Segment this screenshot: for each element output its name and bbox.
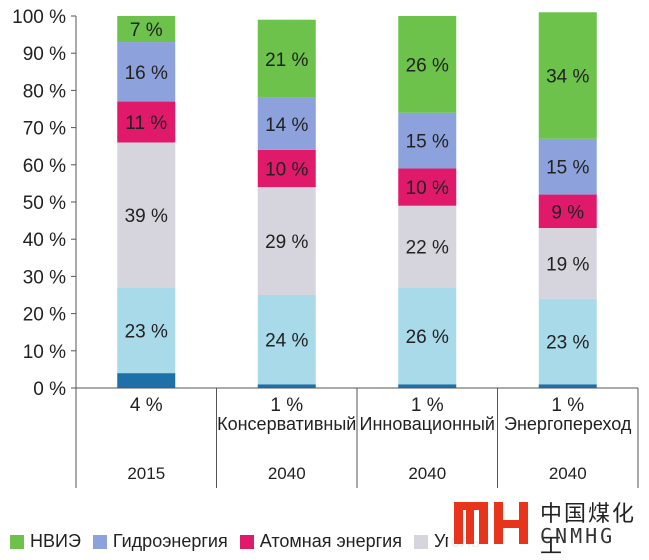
below-axis-value-label: 1 % [551, 395, 584, 416]
legend-swatch-renewables [10, 534, 24, 549]
segment-label: 23 % [546, 333, 589, 354]
stacked-bar-chart: 0 % 10 % 20 % 30 % 40 % 50 % 60 % 70 % 80 % 90 % 1… [12, 7, 639, 488]
y-tick-label: 70 % [23, 119, 66, 140]
segment-label: 26 % [406, 327, 449, 348]
bar-segment [538, 298, 597, 385]
watermark-chinese-text: 中国煤化工 [540, 502, 637, 559]
scenario-label: Консервативный [217, 414, 356, 434]
bar-segment [538, 384, 597, 388]
y-tick-label: 40 % [23, 230, 66, 251]
watermark: 中国煤化工 CNMHG [448, 492, 649, 559]
watermark-logo [454, 502, 528, 544]
bar-segment [257, 149, 316, 188]
segment-label: 9 % [551, 202, 584, 223]
bar-segment [398, 287, 457, 385]
bar-segment [538, 228, 597, 299]
y-tick-label: 10 % [23, 342, 66, 363]
y-axis-ticks [71, 15, 77, 389]
segment-label: 34 % [546, 67, 589, 88]
y-tick-label: 50 % [23, 193, 66, 214]
bar-segment [538, 194, 597, 229]
year-label: 2040 [268, 464, 306, 483]
bar-segment [257, 187, 316, 295]
segment-label: 19 % [546, 254, 589, 275]
segment-label: 15 % [546, 158, 589, 179]
segment-labels: 23 % 39 % 11 % 16 % 7 % 24 % 29 % 10 % 14 % 21 % 2… [125, 20, 590, 353]
below-axis-value-label: 1 % [270, 395, 303, 416]
legend-swatch-coal [414, 534, 428, 549]
bar-segment [257, 19, 316, 98]
year-label: 2040 [408, 464, 446, 483]
bar-segment [398, 16, 457, 113]
bar-segment [117, 142, 176, 288]
bar-segment [398, 205, 457, 288]
segment-label: 11 % [125, 113, 167, 134]
legend-item-nuclear: Атомная энергия [239, 531, 402, 552]
y-tick-label: 80 % [23, 81, 66, 102]
scenario-label: Энергопереход [504, 414, 632, 434]
legend-label: НВИЭ [30, 531, 81, 551]
segment-label: 14 % [265, 115, 308, 136]
segment-label: 10 % [406, 178, 449, 199]
segment-label: 24 % [265, 331, 308, 352]
bar-segment [538, 138, 597, 195]
segment-label: 21 % [265, 50, 308, 71]
bar-segment [117, 16, 176, 43]
segment-label: 23 % [125, 321, 168, 342]
bar-segment [538, 12, 597, 139]
bar-segment [398, 168, 457, 206]
watermark-english-text: CNMHG [540, 524, 616, 548]
legend-label: Гидроэнергия [112, 531, 228, 551]
segment-label: 15 % [406, 132, 449, 153]
bar-segment [257, 295, 316, 385]
bar-segment [257, 97, 316, 150]
year-label: 2040 [549, 464, 587, 483]
legend-label: Атомная энергия [259, 531, 402, 551]
legend: НВИЭ Гидроэнергия Атомная энергия Уголь [10, 531, 492, 552]
bar-segment [398, 112, 457, 169]
bar-segment [117, 42, 176, 102]
bar-segment [117, 373, 176, 388]
legend-item-renewables: НВИЭ [10, 531, 81, 552]
y-tick-label: 20 % [23, 305, 66, 326]
year-label: 2015 [127, 464, 165, 483]
scenario-label: Инновационный [360, 414, 495, 434]
segment-label: 26 % [406, 55, 449, 76]
bars-group [117, 12, 597, 388]
y-tick-label: 90 % [23, 44, 66, 65]
y-tick-label: 0 % [33, 379, 66, 400]
legend-swatch-hydro [92, 534, 107, 549]
y-axis-labels: 0 % 10 % 20 % 30 % 40 % 50 % 60 % 70 % 80 % 90 % 1… [12, 7, 66, 400]
y-tick-label: 30 % [23, 267, 66, 288]
segment-label: 29 % [265, 232, 308, 253]
segment-label: 39 % [125, 206, 168, 227]
segment-label: 10 % [265, 160, 308, 181]
bar-segment [257, 384, 316, 388]
bar-segment [117, 287, 176, 374]
segment-label: 22 % [406, 238, 449, 259]
segment-label: 16 % [125, 63, 168, 84]
below-axis-value-label: 1 % [411, 395, 444, 416]
bar-segment [117, 101, 176, 143]
y-tick-label: 100 % [12, 7, 66, 28]
segment-label: 7 % [130, 20, 163, 41]
legend-swatch-nuclear [239, 534, 254, 549]
below-axis-value-label: 4 % [130, 395, 163, 416]
y-tick-label: 60 % [23, 156, 66, 177]
bar-segment [398, 384, 457, 388]
legend-item-hydro: Гидроэнергия [92, 531, 228, 552]
